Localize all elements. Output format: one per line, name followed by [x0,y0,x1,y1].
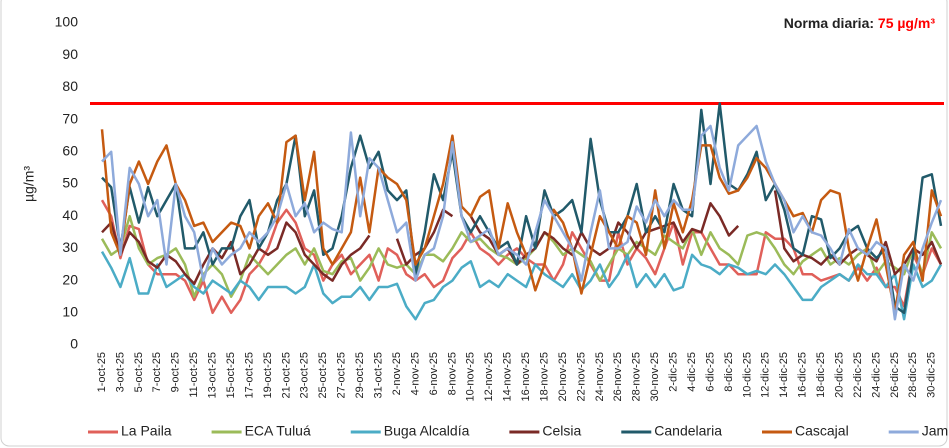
series-line [101,124,943,321]
x-tick-label: 21-oct-25 [280,352,292,398]
x-tick-label: 3-oct-25 [114,352,126,392]
x-tick-label: 1-oct-25 [96,352,108,392]
x-tick-label: 22-nov-25 [575,352,587,402]
y-tick-label: 0 [70,336,78,352]
x-tick-label: 9-oct-25 [170,352,182,392]
x-tick-label: 20-dic-25 [833,352,845,398]
x-tick-label: 18-dic-25 [815,352,827,398]
x-tick-label: 16-dic-25 [797,352,809,398]
x-tick-label: 12-nov-25 [483,352,495,402]
x-tick-label: 30-nov-25 [649,352,661,402]
threshold-label: Norma diaria: [784,15,874,31]
legend-label: Celsia [542,423,581,439]
series-line [100,129,943,315]
x-tick-label: 13-oct-25 [207,352,219,398]
x-tick-label: 2-dic-25 [668,352,680,392]
x-tick-label: 24-nov-25 [594,352,606,402]
legend-label: Cascajal [795,423,849,439]
y-tick-label: 30 [62,239,78,255]
x-tick-label: 10-nov-25 [465,352,477,402]
series-line [100,199,943,315]
x-tick-label: 5-oct-25 [133,352,145,392]
legend-label: ECA Tuluá [245,423,311,439]
y-tick-label: 20 [62,271,78,287]
x-tick-label: 2-nov-25 [391,352,403,395]
x-tick-label: 20-nov-25 [557,352,569,402]
x-tick-label: 23-oct-25 [299,352,311,398]
x-tick-label: 26-nov-25 [612,352,624,402]
x-tick-label: 8-dic-25 [723,352,735,392]
x-tick-label: 14-dic-25 [778,352,790,398]
legend-label: Buga Alcaldía [384,423,470,439]
threshold-value-label: 75 µg/m³ [878,15,935,31]
x-tick-label: 24-dic-25 [870,352,882,398]
x-tick-label: 28-dic-25 [907,352,919,398]
x-tick-label: 25-oct-25 [317,352,329,398]
x-tick-label: 26-dic-25 [889,352,901,398]
y-axis-label: µg/m³ [21,166,37,202]
x-tick-label: 27-oct-25 [336,352,348,398]
x-tick-label: 17-oct-25 [243,352,255,398]
x-tick-label: 31-oct-25 [372,352,384,398]
x-tick-label: 14-nov-25 [502,352,514,402]
x-tick-label: 10-dic-25 [741,352,753,398]
legend-label: Candelaria [654,423,722,439]
x-tick-label: 11-oct-25 [188,352,200,398]
x-tick-label: 12-dic-25 [760,352,772,398]
legend-label: Jamundí [922,423,949,439]
x-tick-label: 19-oct-25 [262,352,274,398]
x-tick-label: 6-dic-25 [704,352,716,392]
x-tick-label: 28-nov-25 [631,352,643,402]
legend-label: La Paila [121,423,172,439]
x-tick-label: 30-dic-25 [926,352,938,398]
y-tick-label: 90 [62,46,78,62]
y-tick-label: 50 [62,175,78,191]
x-tick-label: 16-nov-25 [520,352,532,402]
y-tick-label: 60 [62,143,78,159]
y-tick-label: 40 [62,207,78,223]
series-line [100,250,943,321]
x-tick-label: 8-nov-25 [446,352,458,395]
x-tick-label: 7-oct-25 [151,352,163,392]
threshold-annotation: Norma diaria: 75 µg/m³ [784,15,936,31]
x-tick-label: 6-nov-25 [428,352,440,395]
y-tick-label: 10 [62,304,78,320]
x-tick-label: 4-dic-25 [686,352,698,392]
x-tick-label: 4-nov-25 [409,352,421,395]
x-tick-label: 15-oct-25 [225,352,237,398]
y-tick-label: 70 [62,110,78,126]
y-tick-label: 80 [62,78,78,94]
x-tick-label: 18-nov-25 [538,352,550,402]
y-tick-label: 100 [55,14,79,30]
x-tick-label: 29-oct-25 [354,352,366,398]
x-tick-label: 22-dic-25 [852,352,864,398]
